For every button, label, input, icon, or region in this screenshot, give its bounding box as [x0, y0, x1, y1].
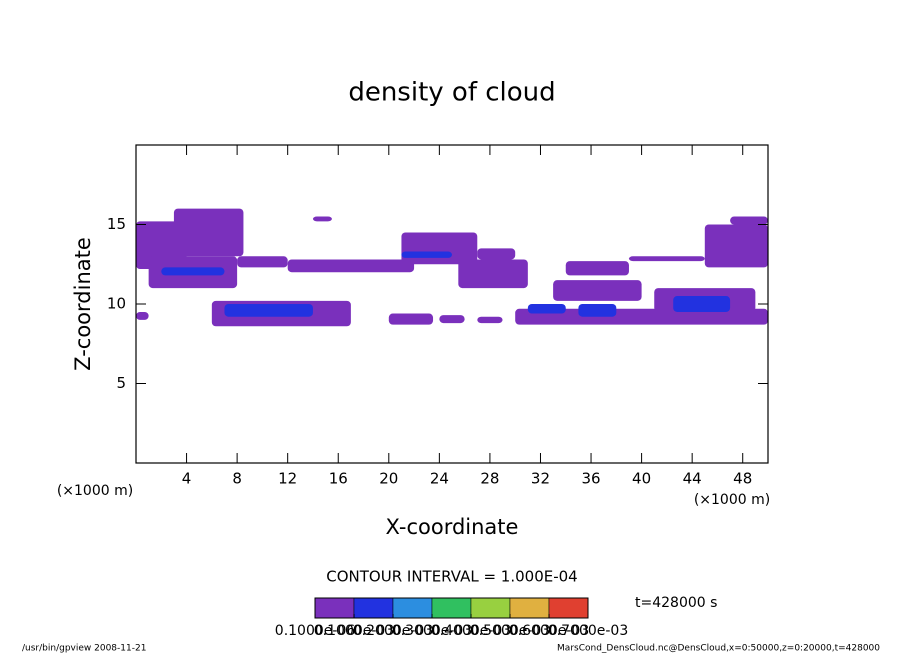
cloud-cell: [704, 224, 768, 268]
cloud-cell: [477, 248, 516, 260]
x-tick-label: 24: [430, 470, 449, 488]
cloud-cell: [161, 267, 225, 276]
footer-right: MarsCond_DensCloud.nc@DensCloud,x=0:5000…: [557, 644, 880, 654]
x-tick-label: 16: [329, 470, 348, 488]
cloud-cell: [287, 259, 415, 273]
colorbar-segment: [314, 597, 355, 619]
time-label: t=428000 s: [635, 595, 717, 611]
cloud-cell: [224, 304, 313, 317]
x-axis-label: X-coordinate: [386, 515, 519, 539]
colorbar-frame: [314, 597, 589, 619]
cloud-cell: [173, 208, 244, 257]
x-tick-label: 20: [379, 470, 398, 488]
colorbar-segment: [392, 597, 433, 619]
chart-title: density of cloud: [348, 78, 555, 108]
x-tick-label: 28: [480, 470, 499, 488]
x-unit: (×1000 m): [694, 492, 770, 508]
cloud-cell: [312, 216, 332, 222]
colorbar-tick-label: 0.6000e-03: [509, 623, 589, 639]
cloud-cell: [578, 304, 617, 317]
x-tick-label: 36: [581, 470, 600, 488]
y-tick-label: 5: [116, 374, 126, 392]
colorbar-segment: [470, 597, 511, 619]
colorbar-segment: [431, 597, 472, 619]
x-tick-label: 40: [632, 470, 651, 488]
y-unit: (×1000 m): [57, 483, 133, 499]
cloud-cell: [673, 296, 731, 312]
cloud-cell: [237, 256, 288, 268]
x-tick-label: 4: [182, 470, 192, 488]
colorbar-tick-label: 0.1000e-06: [275, 623, 356, 639]
x-tick-label: 48: [733, 470, 752, 488]
cloud-cell: [477, 316, 503, 324]
x-tick-label: 8: [232, 470, 242, 488]
colorbar-segment: [353, 597, 394, 619]
cloud-cell: [565, 261, 629, 276]
colorbar-tick-label: 0.5000e-03: [470, 623, 550, 639]
cloud-cell: [136, 311, 149, 320]
y-tick-label: 15: [107, 215, 126, 233]
cloud-cell: [553, 280, 642, 301]
colorbar-tick-label: 0.2000e-03: [353, 623, 433, 639]
cloud-cell: [628, 256, 705, 262]
colorbar-tick-label: 0.3000e-03: [392, 623, 472, 639]
cloud-cell: [388, 313, 434, 325]
colorbar-segment: [548, 597, 589, 619]
x-tick-label: 12: [278, 470, 297, 488]
colorbar-segment: [509, 597, 550, 619]
cloud-cell: [401, 251, 452, 258]
cloud-cell: [439, 315, 465, 324]
x-tick-label: 32: [531, 470, 550, 488]
x-tick-label: 44: [683, 470, 702, 488]
cloud-cell: [527, 304, 566, 314]
cloud-cell: [730, 216, 768, 225]
cloud-cell: [458, 259, 528, 289]
colorbar-tick-label: 0.1000e-03: [314, 623, 394, 639]
y-tick-label: 10: [107, 295, 126, 313]
footer-left: /usr/bin/gpview 2008-11-21: [22, 644, 146, 654]
contour-interval: CONTOUR INTERVAL = 1.000E-04: [326, 568, 577, 586]
y-axis-label: Z-coordinate: [71, 237, 95, 371]
colorbar-tick-label: 0.4000e-03: [431, 623, 511, 639]
colorbar-tick-label: 0.7000e-03: [548, 623, 628, 639]
